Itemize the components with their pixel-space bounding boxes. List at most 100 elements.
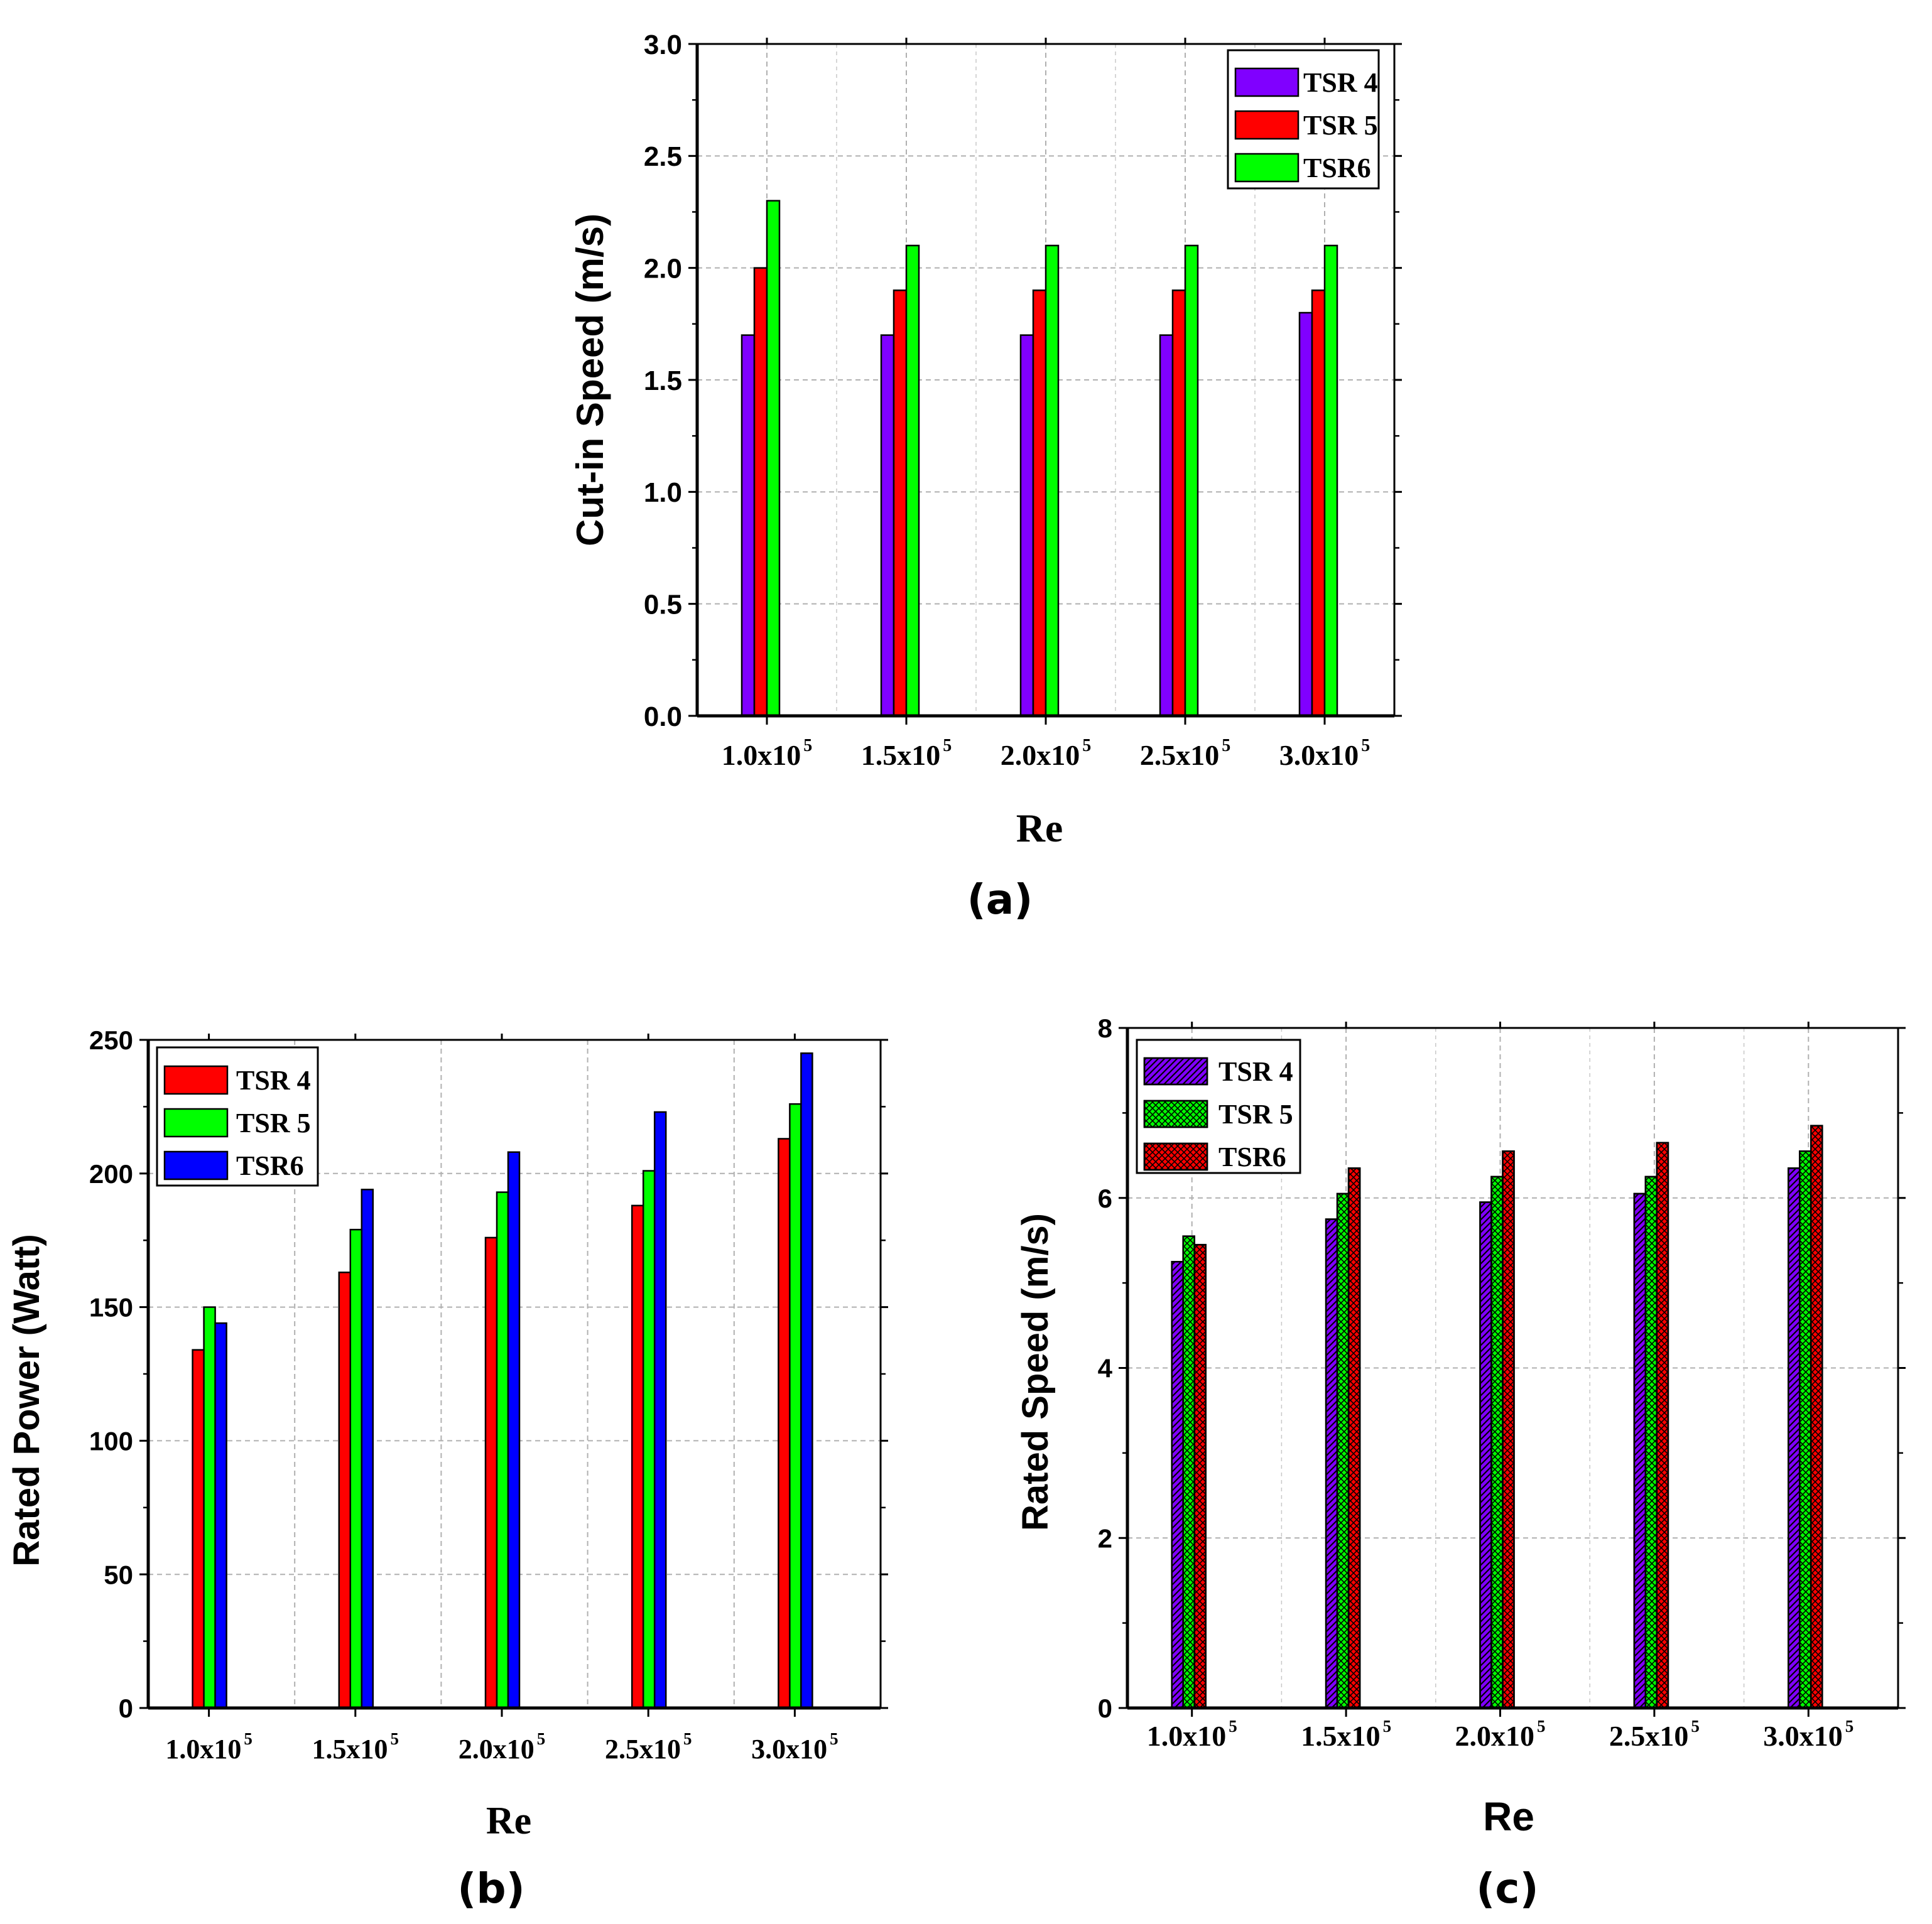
panel-label: (b) — [457, 1864, 525, 1913]
bar-tsr6-4 — [800, 1052, 813, 1709]
legend-swatch-pattern-0 — [1143, 1057, 1208, 1086]
x-tick-label-exponent: 5 — [1383, 1717, 1392, 1736]
bar-tsr5-1 — [893, 289, 908, 717]
x-tick-label: 2.5x10 5 — [1609, 1717, 1700, 1752]
y-tick-label: 6 — [1098, 1184, 1112, 1213]
bar-tsr6-0 — [214, 1322, 227, 1709]
bar-tsr4-3 — [631, 1204, 644, 1709]
x-tick-label-base: 3.0x10 — [1279, 739, 1359, 771]
x-tick-label-base: 1.0x10 — [722, 739, 801, 771]
legend-label-1: TSR 5 — [236, 1108, 311, 1138]
x-tick-label: 1.5x10 5 — [1301, 1717, 1391, 1752]
bar-pattern-tsr4-0 — [1171, 1261, 1184, 1709]
bar-tsr6-0 — [766, 200, 781, 717]
legend-swatch-1 — [1234, 110, 1300, 140]
bar-tsr4-4 — [1298, 311, 1313, 717]
x-tick-label-base: 1.0x10 — [165, 1734, 241, 1765]
legend-swatch-pattern-2 — [1143, 1142, 1208, 1171]
x-tick-label-exponent: 5 — [943, 736, 952, 755]
y-ticks: 0 50 100 150 200 250 — [89, 1025, 888, 1723]
legend-label-1: TSR 5 — [1218, 1099, 1293, 1130]
bar-tsr4-3 — [1159, 334, 1174, 717]
x-tick-label-exponent: 5 — [537, 1729, 546, 1748]
x-tick-label-exponent: 5 — [1229, 1717, 1237, 1736]
x-tick-label-base: 1.0x10 — [1147, 1720, 1227, 1752]
legend-label-2: TSR6 — [1303, 153, 1371, 183]
y-axis-title: Rated Power (Watt) — [6, 1234, 47, 1567]
bar-pattern-tsr4-4 — [1788, 1167, 1801, 1709]
bar-pattern-tsr4-1 — [1325, 1218, 1338, 1709]
x-tick-label-base: 3.0x10 — [1763, 1720, 1843, 1752]
legend-swatch-2 — [163, 1150, 229, 1181]
panel-label: (a) — [967, 875, 1033, 924]
bar-pattern-tsr5-2 — [1490, 1175, 1504, 1709]
y-tick-label: 3.0 — [644, 30, 682, 60]
bar-pattern-tsr5-4 — [1799, 1150, 1812, 1709]
legend-label-2: TSR6 — [1218, 1142, 1286, 1172]
bars — [741, 200, 1338, 717]
legend-swatch-0 — [1234, 67, 1300, 97]
bar-pattern-tsr5-3 — [1644, 1175, 1658, 1709]
x-tick-label-exponent: 5 — [683, 1729, 692, 1748]
y-tick-label: 1.5 — [644, 365, 682, 396]
bar-tsr4-2 — [484, 1236, 498, 1709]
bar-tsr5-4 — [1311, 289, 1326, 717]
x-tick-label: 1.0x10 5 — [1147, 1717, 1237, 1752]
legend: TSR 4 TSR 5 TSR6 — [1136, 1039, 1301, 1174]
legend-swatch-pattern-1 — [1143, 1100, 1208, 1128]
legend-label-0: TSR 4 — [1218, 1056, 1293, 1087]
bar-tsr5-0 — [753, 267, 768, 717]
bar-tsr5-0 — [203, 1306, 216, 1709]
bar-tsr4-4 — [778, 1138, 791, 1709]
x-tick-label: 1.0x10 5 — [722, 736, 813, 771]
y-axis-title: Rated Speed (m/s) — [1015, 1213, 1056, 1531]
y-tick-label: 50 — [104, 1560, 133, 1589]
y-tick-label: 0.5 — [644, 590, 682, 620]
bar-tsr5-3 — [1171, 289, 1186, 717]
x-axis-title: Re — [486, 1800, 531, 1842]
y-tick-label: 250 — [89, 1025, 133, 1055]
y-tick-label: 1.0 — [644, 477, 682, 508]
legend-label-2: TSR6 — [236, 1150, 304, 1181]
x-axis-title: Re — [1016, 806, 1063, 850]
bar-tsr5-1 — [349, 1228, 363, 1709]
legend-label-0: TSR 4 — [1303, 67, 1378, 98]
panel-label: (c) — [1476, 1864, 1538, 1913]
bar-tsr4-1 — [338, 1272, 352, 1709]
x-axis-title: Re — [1483, 1794, 1534, 1839]
legend-swatch-2 — [1234, 153, 1300, 183]
legend: TSR 4 TSR 5 TSR6 — [1227, 49, 1380, 190]
bar-tsr6-4 — [1323, 244, 1338, 717]
bar-tsr5-2 — [1032, 289, 1047, 717]
x-tick-label-exponent: 5 — [244, 1729, 252, 1748]
bar-tsr5-4 — [789, 1103, 802, 1709]
legend-swatch-0 — [163, 1065, 229, 1095]
x-tick-label: 2.5x10 5 — [605, 1729, 692, 1765]
x-tick-label-exponent: 5 — [1845, 1717, 1854, 1736]
x-tick-label: 3.0x10 5 — [1279, 736, 1370, 771]
bar-tsr6-1 — [905, 244, 920, 717]
x-tick-label-base: 2.5x10 — [605, 1734, 681, 1765]
y-tick-label: 100 — [89, 1427, 133, 1456]
y-tick-label: 4 — [1098, 1354, 1113, 1383]
legend-label-0: TSR 4 — [236, 1065, 311, 1096]
x-tick-label-exponent: 5 — [830, 1729, 838, 1748]
y-tick-label: 2 — [1098, 1523, 1112, 1553]
bar-tsr4-2 — [1019, 334, 1034, 717]
y-tick-label: 0 — [119, 1694, 133, 1723]
bar-tsr5-2 — [496, 1191, 509, 1709]
x-tick-label-base: 1.5x10 — [861, 739, 941, 771]
bar-tsr6-1 — [361, 1189, 374, 1709]
x-tick-label: 3.0x10 5 — [751, 1729, 838, 1765]
bars — [1171, 1125, 1823, 1709]
grid — [148, 1040, 881, 1708]
y-tick-label: 2.0 — [644, 254, 682, 284]
x-tick-label-exponent: 5 — [1361, 736, 1370, 755]
x-tick-label-base: 2.5x10 — [1140, 739, 1220, 771]
x-tick-label-base: 1.5x10 — [1301, 1720, 1381, 1752]
y-tick-label: 0.0 — [644, 701, 682, 732]
bar-tsr6-2 — [507, 1151, 521, 1709]
x-tick-label-exponent: 5 — [1537, 1717, 1546, 1736]
